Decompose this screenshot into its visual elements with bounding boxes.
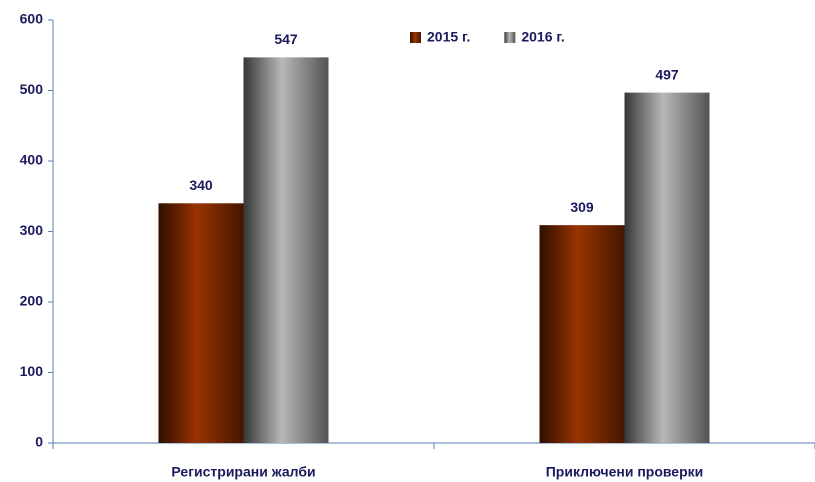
y-tick-label: 600 <box>20 11 44 27</box>
legend-label: 2015 г. <box>427 29 470 45</box>
legend-label: 2016 г. <box>521 29 564 45</box>
data-label: 309 <box>570 199 594 215</box>
y-tick-label: 500 <box>20 81 44 97</box>
legend-swatch <box>504 32 516 43</box>
data-label: 340 <box>189 177 213 193</box>
bar <box>158 203 244 443</box>
x-tick-label: Приключени проверки <box>546 464 704 480</box>
x-tick-label: Регистрирани жалби <box>171 464 315 480</box>
y-tick-label: 0 <box>35 434 43 450</box>
y-tick-label: 200 <box>20 293 44 309</box>
data-label: 547 <box>274 31 298 47</box>
y-tick-label: 100 <box>20 363 44 379</box>
y-tick-label: 400 <box>20 152 44 168</box>
bar <box>624 92 710 444</box>
y-tick-label: 300 <box>20 222 44 238</box>
legend-swatch <box>410 32 421 43</box>
data-label: 497 <box>655 66 679 82</box>
bar <box>243 57 329 444</box>
bar <box>539 225 625 443</box>
